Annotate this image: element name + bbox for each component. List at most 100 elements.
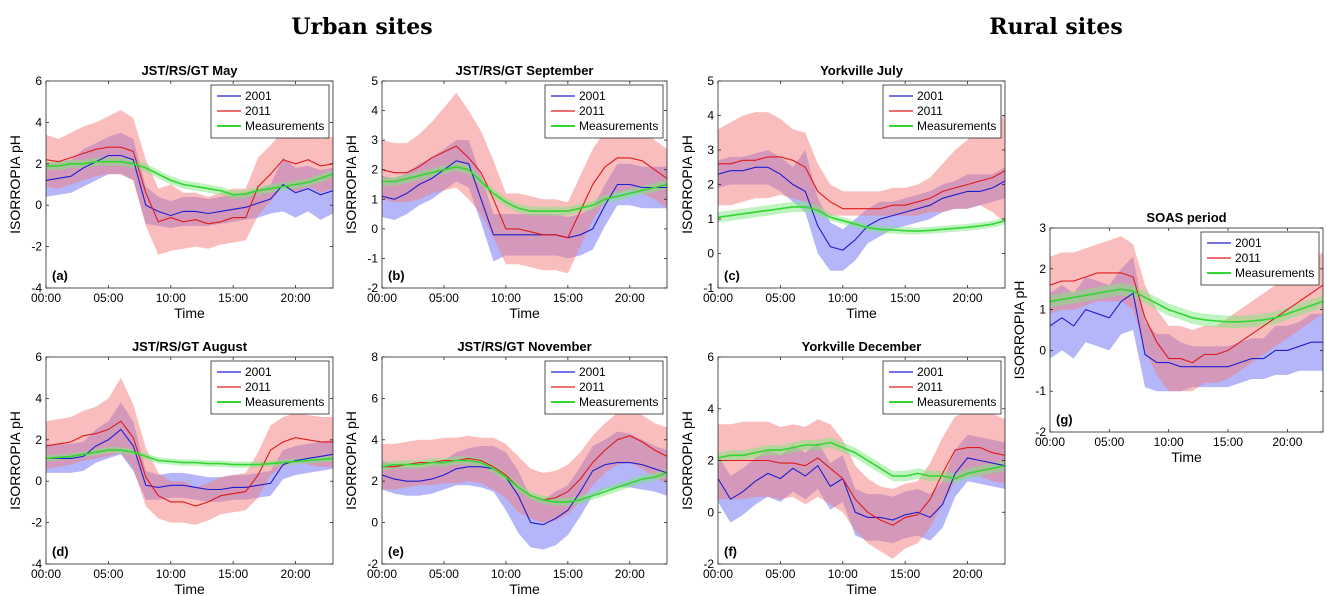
legend: 20012011Measurements <box>1201 232 1319 285</box>
x-tick-label: 05:00 <box>1094 435 1124 449</box>
x-tick-label: 15:00 <box>218 567 248 581</box>
panel-label: (g) <box>1056 412 1073 427</box>
legend: 20012011Measurements <box>883 85 1001 138</box>
y-tick-label: 2 <box>1039 262 1046 276</box>
x-tick-label: 20:00 <box>953 567 983 581</box>
rural-sites-header: Rural sites <box>989 14 1122 40</box>
legend: 20012011Measurements <box>211 361 329 414</box>
y-axis-label: ISORROPIA pH <box>343 135 359 234</box>
x-tick-label: 10:00 <box>828 291 858 305</box>
y-tick-label: -1 <box>1035 384 1046 398</box>
x-axis-label: Time <box>1171 449 1202 465</box>
chart-panel: 00:00 05:00 10:00 15:00 20:00-2-1012345JST/R… <box>343 63 667 321</box>
legend-label: 2001 <box>917 89 944 103</box>
y-tick-label: -4 <box>31 281 42 295</box>
y-tick-label: 0 <box>35 198 42 212</box>
y-tick-label: 0 <box>1039 343 1046 357</box>
legend-label: 2011 <box>579 380 605 394</box>
legend-label: 2011 <box>917 380 943 394</box>
chart-title: SOAS period <box>1146 210 1226 225</box>
legend-label: Measurements <box>245 119 324 133</box>
y-axis-label: ISORROPIA pH <box>679 135 695 234</box>
y-tick-label: -1 <box>367 251 378 265</box>
y-tick-label: 0 <box>707 247 714 261</box>
legend-label: 2001 <box>917 365 944 379</box>
y-tick-label: 6 <box>35 74 42 88</box>
y-tick-label: 2 <box>707 178 714 192</box>
panel-label: (c) <box>724 268 740 283</box>
x-axis-label: Time <box>174 581 205 596</box>
chart-panel: 00:00 05:00 10:00 15:00 20:00 -2 -1 0 1 2 3 SOAS pe… <box>1011 210 1323 465</box>
x-axis-label: Time <box>174 305 205 321</box>
x-axis-label: Time <box>509 305 540 321</box>
legend-label: 2001 <box>245 365 272 379</box>
y-tick-label: 4 <box>35 115 42 129</box>
y-tick-label: 4 <box>371 104 378 118</box>
x-tick-label: 15:00 <box>553 567 583 581</box>
legend-label: 2001 <box>245 89 272 103</box>
legend-label: Measurements <box>245 395 324 409</box>
panel-label: (d) <box>52 544 69 559</box>
legend-label: 2011 <box>1235 251 1261 265</box>
x-tick-label: 20:00 <box>953 291 983 305</box>
y-axis-label: ISORROPIA pH <box>1011 281 1027 380</box>
y-tick-label: 2 <box>371 163 378 177</box>
y-tick-label: 6 <box>707 350 714 364</box>
x-tick-label: 15:00 <box>1213 435 1243 449</box>
y-tick-label: -4 <box>31 557 42 571</box>
y-axis-label: ISORROPIA pH <box>7 135 23 234</box>
y-tick-label: 4 <box>35 391 42 405</box>
chart-title: JST/RS/GT September <box>456 63 594 78</box>
x-tick-label: 15:00 <box>553 291 583 305</box>
chart-title: JST/RS/GT August <box>132 339 248 354</box>
legend-label: 2001 <box>1235 236 1262 250</box>
x-tick-label: 05:00 <box>93 567 123 581</box>
legend-label: 2011 <box>917 104 943 118</box>
x-tick-label: 15:00 <box>218 291 248 305</box>
y-tick-label: 0 <box>35 474 42 488</box>
legend-label: Measurements <box>1235 266 1314 280</box>
legend-label: 2001 <box>579 365 606 379</box>
chart-panel: 00:00 05:00 10:00 15:00 20:00 -2 0 2 4 6 Yorkville… <box>679 339 1005 596</box>
x-tick-label: 10:00 <box>1154 435 1184 449</box>
y-tick-label: -2 <box>367 281 378 295</box>
legend-label: 2001 <box>579 89 606 103</box>
panel-label: (b) <box>388 268 405 283</box>
legend-label: 2011 <box>245 380 271 394</box>
x-tick-label: 20:00 <box>281 291 311 305</box>
y-tick-label: 3 <box>1039 221 1046 235</box>
panel-label: (f) <box>724 544 737 559</box>
y-tick-label: 5 <box>707 74 714 88</box>
panel-label: (a) <box>52 268 68 283</box>
chart-panel: 00:00 05:00 10:00 15:00 20:00-4-20246JST/RS/… <box>7 339 333 596</box>
x-tick-label: 20:00 <box>615 567 645 581</box>
x-axis-label: Time <box>846 305 877 321</box>
x-tick-label: 05:00 <box>765 567 795 581</box>
y-tick-label: -2 <box>31 240 42 254</box>
x-tick-label: 10:00 <box>156 291 186 305</box>
y-axis-label: ISORROPIA pH <box>679 411 695 510</box>
chart-title: Yorkville December <box>802 339 922 354</box>
x-axis-label: Time <box>846 581 877 596</box>
chart-panel: 00:00 05:00 10:00 15:00 20:00-4-20246JST/RS/… <box>7 63 333 321</box>
x-tick-label: 10:00 <box>828 567 858 581</box>
y-tick-label: 4 <box>707 109 714 123</box>
y-axis-label: ISORROPIA pH <box>343 411 359 510</box>
y-axis-label: ISORROPIA pH <box>7 411 23 510</box>
y-tick-label: 2 <box>35 433 42 447</box>
y-tick-label: 3 <box>371 133 378 147</box>
chart-title: JST/RS/GT November <box>457 339 591 354</box>
x-tick-label: 10:00 <box>156 567 186 581</box>
y-tick-label: 4 <box>707 402 714 416</box>
y-tick-label: 0 <box>371 222 378 236</box>
y-tick-label: 2 <box>35 157 42 171</box>
legend-label: Measurements <box>917 395 996 409</box>
y-tick-label: 0 <box>371 516 378 530</box>
legend-label: Measurements <box>579 119 658 133</box>
x-tick-label: 20:00 <box>1272 435 1302 449</box>
legend-label: 2011 <box>245 104 271 118</box>
